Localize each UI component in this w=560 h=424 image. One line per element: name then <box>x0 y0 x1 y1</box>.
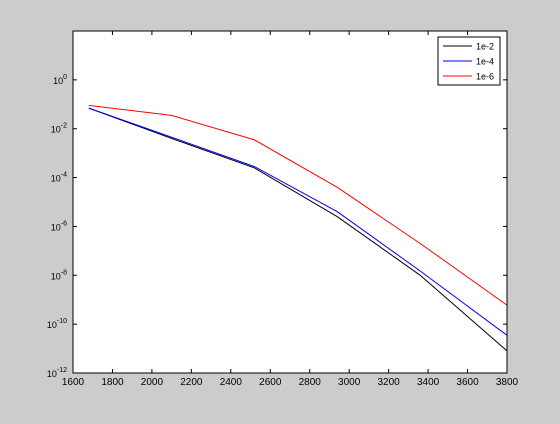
legend-label-0: 1e-2 <box>476 42 494 52</box>
x-tick-label: 3800 <box>496 377 519 388</box>
y-tick-label: 10-4 <box>51 172 67 184</box>
legend: 1e-2 1e-4 1e-6 <box>437 36 501 86</box>
x-tick-label: 3400 <box>417 377 440 388</box>
series-line-2 <box>88 104 508 306</box>
y-tick-label: 10-6 <box>51 220 67 232</box>
y-tick-label: 10-12 <box>47 367 67 379</box>
x-tick-label: 2000 <box>141 377 164 388</box>
axes-box <box>72 30 508 374</box>
x-tick-label: 3600 <box>456 377 479 388</box>
plot-area <box>73 31 507 373</box>
legend-label-2: 1e-6 <box>476 72 494 82</box>
x-tick-label: 2600 <box>259 377 282 388</box>
y-tick-label: 10-8 <box>51 269 67 281</box>
x-tick-label: 2800 <box>299 377 322 388</box>
x-tick-label: 2200 <box>180 377 203 388</box>
legend-label-1: 1e-4 <box>476 57 494 67</box>
series-layer <box>88 104 508 352</box>
y-tick-label: 10-2 <box>51 123 67 135</box>
series-line-0 <box>88 107 508 352</box>
series-line-1 <box>88 107 508 336</box>
x-tick-label: 3000 <box>338 377 361 388</box>
y-tick-label: 10-10 <box>47 318 67 330</box>
x-tick-label: 2400 <box>220 377 243 388</box>
x-tick-label: 3200 <box>378 377 401 388</box>
y-tick-label: 100 <box>53 74 67 86</box>
ticks-layer: 1600 1800 2000 2200 2400 2600 2800 3000 3200 3400… <box>47 31 519 388</box>
x-tick-label: 1800 <box>101 377 124 388</box>
x-tick-label: 1600 <box>62 377 85 388</box>
